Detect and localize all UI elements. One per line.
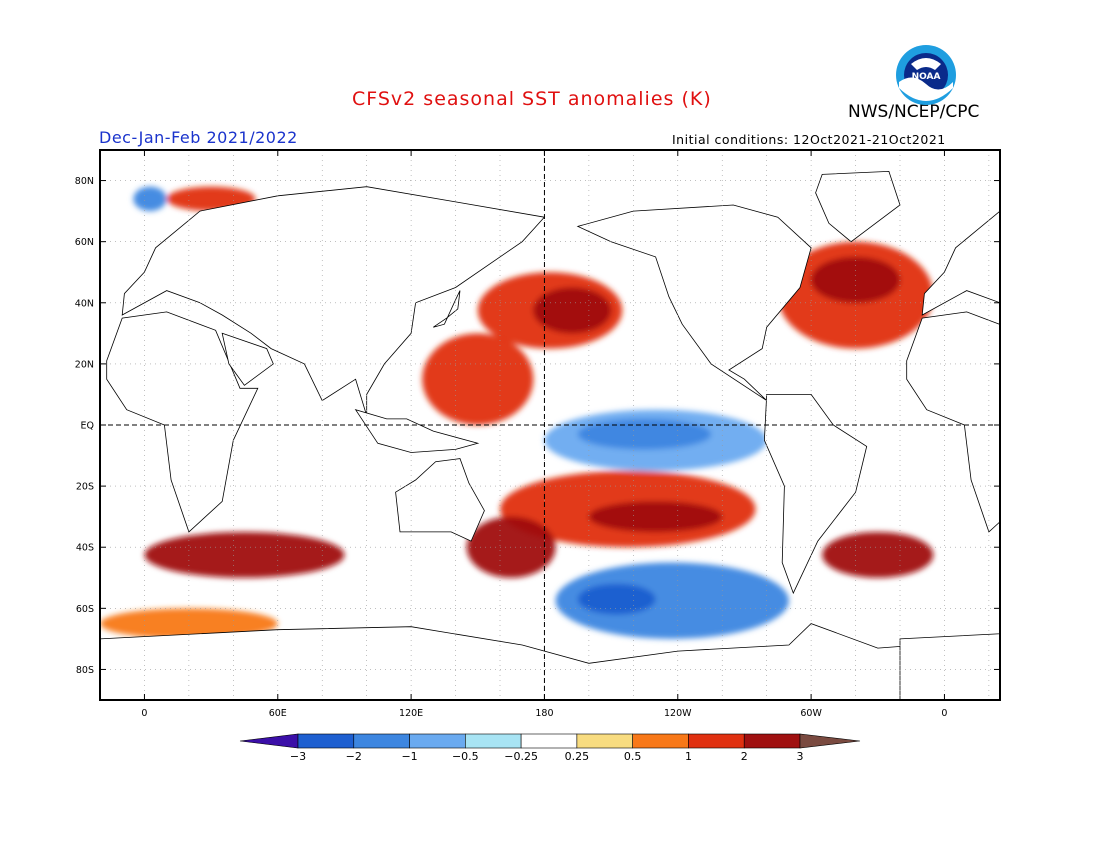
land-south-america <box>0 394 67 593</box>
land-eurasia <box>921 210 1000 316</box>
colorbar-label: 2 <box>741 750 748 763</box>
colorbar-segment <box>520 733 578 749</box>
anomaly-region-tasman-sea-warm <box>466 516 556 578</box>
land-antarctica <box>100 623 1000 700</box>
land-greenland <box>815 170 901 243</box>
colorbar-label: 0.25 <box>565 750 590 763</box>
land-japan <box>433 290 461 328</box>
colorbar-segment <box>297 733 355 749</box>
axis-ticks: 80N 60N 40N 20N EQ 20S 40S 60S 80S 0 60E 120E 180 120… <box>75 150 1000 719</box>
organization-label: NWS/NCEP/CPC <box>848 102 980 122</box>
lat-tick-label: EQ <box>81 421 94 432</box>
initial-conditions-label: Initial conditions: 12Oct2021-21Oct2021 <box>672 132 946 147</box>
anomaly-region-southern-indian-warm <box>144 531 345 578</box>
lat-tick-label: 80N <box>75 176 94 187</box>
colorbar-segment <box>409 733 466 749</box>
anomaly-region-equatorial-pacific-core <box>577 418 712 450</box>
land-arabia <box>221 332 274 386</box>
colorbar-label: −3 <box>290 750 306 763</box>
colorbar-segment <box>465 733 522 749</box>
anomaly-region-south-pacific-diagonal-core <box>588 501 723 532</box>
land-indonesia <box>354 409 480 453</box>
lat-tick-label: 60N <box>75 237 94 248</box>
colorbar-segment <box>743 733 801 749</box>
colorbar-label: 3 <box>797 750 804 763</box>
anomaly-region-arctic-cold-spot <box>133 186 167 212</box>
lat-tick-label: 20N <box>75 359 94 370</box>
lat-tick-label: 80S <box>76 665 94 676</box>
colorbar-label: −0.25 <box>504 750 538 763</box>
land-australia <box>395 458 485 542</box>
season-label: Dec-Jan-Feb 2021/2022 <box>99 128 298 147</box>
land-south-america <box>763 394 868 595</box>
lat-tick-label: 40N <box>75 298 94 309</box>
colorbar-label: −2 <box>346 750 362 763</box>
colorbar-label: −1 <box>401 750 417 763</box>
colorbar-segment <box>576 733 633 749</box>
land-north-america <box>576 204 812 401</box>
anomaly-region-north-pacific-warm-core <box>533 287 612 334</box>
lon-tick-label: 0 <box>141 708 147 719</box>
lon-tick-label: 0 <box>941 708 947 719</box>
land-north-america <box>0 205 11 401</box>
lon-tick-label: 120W <box>664 708 692 719</box>
colorbar: −3 −2 −1 −0.5 −0.25 0.25 0.5 1 2 3 <box>239 733 861 763</box>
lon-tick-label: 120E <box>399 708 423 719</box>
lon-tick-label: 180 <box>535 708 553 719</box>
colorbar-label: −0.5 <box>452 750 479 763</box>
land-africa <box>906 311 1000 533</box>
anomaly-region-west-pacific-warm <box>422 333 534 425</box>
anomaly-region-southern-pacific-cold <box>555 562 789 639</box>
colorbar-arrow-high <box>799 733 861 749</box>
colorbar-label: 1 <box>685 750 692 763</box>
lat-tick-label: 20S <box>76 482 94 493</box>
colorbar-segment <box>632 733 689 749</box>
anomaly-region-south-pacific-cold-core <box>577 583 656 615</box>
land-antarctica <box>899 633 1000 700</box>
land-eurasia <box>121 186 546 416</box>
lat-tick-label: 60S <box>76 604 94 615</box>
anomaly-region-south-atlantic-warm <box>822 531 934 578</box>
colorbar-segment <box>688 733 745 749</box>
map-title: CFSv2 seasonal SST anomalies (K) <box>352 88 712 110</box>
colorbar-label: 0.5 <box>624 750 642 763</box>
noaa-logo-icon: NOAA <box>895 44 957 106</box>
land-africa <box>106 311 259 533</box>
colorbar-arrow-low <box>239 733 299 749</box>
land-arabia <box>1022 333 1073 385</box>
land-layer <box>0 170 1073 700</box>
anomaly-region-north-atlantic-warm-core <box>811 256 900 303</box>
colorbar-segment <box>353 733 410 749</box>
noaa-logo-text: NOAA <box>912 72 941 82</box>
anomaly-shading-layer <box>100 186 934 639</box>
lon-tick-label: 60W <box>800 708 822 719</box>
lon-tick-label: 60E <box>269 708 287 719</box>
lat-tick-label: 40S <box>76 543 94 554</box>
reference-lines <box>100 150 1000 700</box>
